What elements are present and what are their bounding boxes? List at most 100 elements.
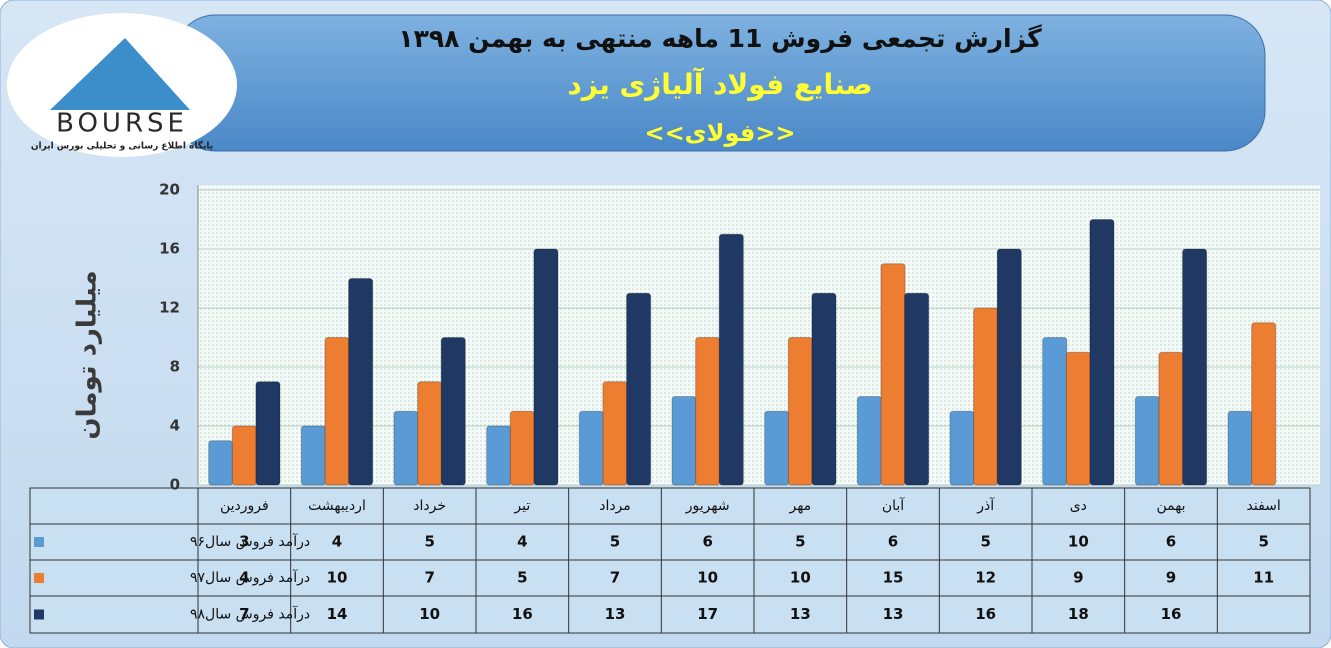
x-tick-label: مهر (788, 498, 811, 514)
bar (973, 307, 999, 486)
table-value: 9 (1166, 569, 1176, 587)
bar (904, 292, 930, 486)
legend-label: درآمد فروش سال۹۷ (190, 569, 310, 586)
table-value: 17 (697, 605, 718, 623)
bar (856, 396, 882, 486)
x-tick-label: خرداد (413, 498, 446, 514)
table-value: 4 (332, 533, 342, 551)
bar (255, 381, 281, 486)
bar (602, 381, 628, 486)
table-value: 5 (610, 533, 620, 551)
y-tick-label: 8 (170, 358, 180, 376)
x-tick-label: آبان (882, 497, 905, 514)
bar (300, 425, 326, 486)
bar (348, 278, 374, 486)
bar (208, 440, 234, 486)
bar (1065, 351, 1091, 486)
y-tick-label: 20 (159, 181, 180, 199)
table-value: 9 (1073, 569, 1083, 587)
table-value: 7 (239, 605, 249, 623)
bar (671, 396, 697, 486)
table-value: 12 (975, 569, 996, 587)
table-value: 5 (795, 533, 805, 551)
table-value: 11 (1253, 569, 1274, 587)
table-value: 18 (1068, 605, 1089, 623)
bar (1182, 248, 1208, 486)
table-value: 10 (327, 569, 348, 587)
bar (1158, 351, 1184, 486)
bar (440, 337, 466, 486)
bar (787, 337, 813, 486)
x-tick-label: مرداد (599, 498, 631, 514)
table-value: 5 (424, 533, 434, 551)
bar (764, 410, 790, 486)
table-value: 14 (327, 605, 348, 623)
table-value: 15 (883, 569, 904, 587)
table-value: 6 (1166, 533, 1176, 551)
x-tick-label: اردیبهشت (308, 498, 366, 514)
bar (880, 263, 906, 486)
bar (393, 410, 419, 486)
table-value: 16 (975, 605, 996, 623)
table-value: 13 (605, 605, 626, 623)
legend-key (34, 573, 44, 583)
table-value: 10 (1068, 533, 1089, 551)
table-value: 10 (790, 569, 811, 587)
bar (949, 410, 975, 486)
legend-label: درآمد فروش سال۹۶ (190, 533, 310, 550)
x-tick-label: دی (1070, 498, 1087, 514)
y-tick-label: 12 (159, 299, 180, 317)
bar (1227, 410, 1253, 486)
table-value: 10 (419, 605, 440, 623)
bar (509, 410, 535, 486)
table-value: 13 (790, 605, 811, 623)
chart-title: گزارش تجمعی فروش 11 ماهه منتهی به بهمن ۱… (398, 24, 1042, 54)
x-tick-label: شهریور (685, 498, 730, 514)
legend-label: درآمد فروش سال۹۸ (190, 606, 310, 623)
logo-tagline: پایگاه اطلاع رسانی و تحلیلی بورس ایران (31, 140, 213, 152)
symbol: <<فولای>> (644, 119, 795, 147)
table-value: 13 (883, 605, 904, 623)
bar (1042, 337, 1068, 486)
logo-name: BOURSE (56, 109, 188, 139)
bar (718, 233, 744, 486)
logo-shape (50, 38, 190, 110)
bar (996, 248, 1022, 486)
x-tick-label: بهمن (1156, 498, 1185, 514)
table-value: 5 (517, 569, 527, 587)
x-tick-label: اسفند (1247, 498, 1281, 514)
legend-key (34, 537, 44, 547)
x-tick-label: تیر (513, 498, 530, 514)
y-tick-label: 16 (159, 240, 180, 258)
y-tick-label: 4 (170, 417, 180, 435)
bar (1251, 322, 1277, 486)
bar (486, 425, 512, 486)
y-tick-label: 0 (170, 476, 180, 494)
bar (578, 410, 604, 486)
bar (1134, 396, 1160, 486)
table-value: 6 (888, 533, 898, 551)
x-tick-label: فروردین (220, 498, 269, 514)
table-value: 5 (980, 533, 990, 551)
table-value: 4 (517, 533, 527, 551)
bar (417, 381, 443, 486)
bar (811, 292, 837, 486)
bar (533, 248, 559, 486)
table-value: 4 (239, 569, 249, 587)
bar (324, 337, 350, 486)
chart-subtitle: صنایع فولاد آلیاژی یزد (567, 67, 872, 101)
table-value: 7 (424, 569, 434, 587)
plot-area (198, 185, 1320, 485)
bar (231, 425, 257, 486)
y-axis-label: میلیارد تومان (73, 270, 103, 439)
x-tick-label: آذر (976, 497, 995, 514)
bar (1089, 219, 1115, 486)
table-value: 3 (239, 533, 249, 551)
legend-key (34, 609, 44, 620)
table-value: 16 (512, 605, 533, 623)
table-value: 5 (1258, 533, 1268, 551)
bar (626, 292, 652, 486)
table-value: 16 (1161, 605, 1182, 623)
table-value: 10 (697, 569, 718, 587)
